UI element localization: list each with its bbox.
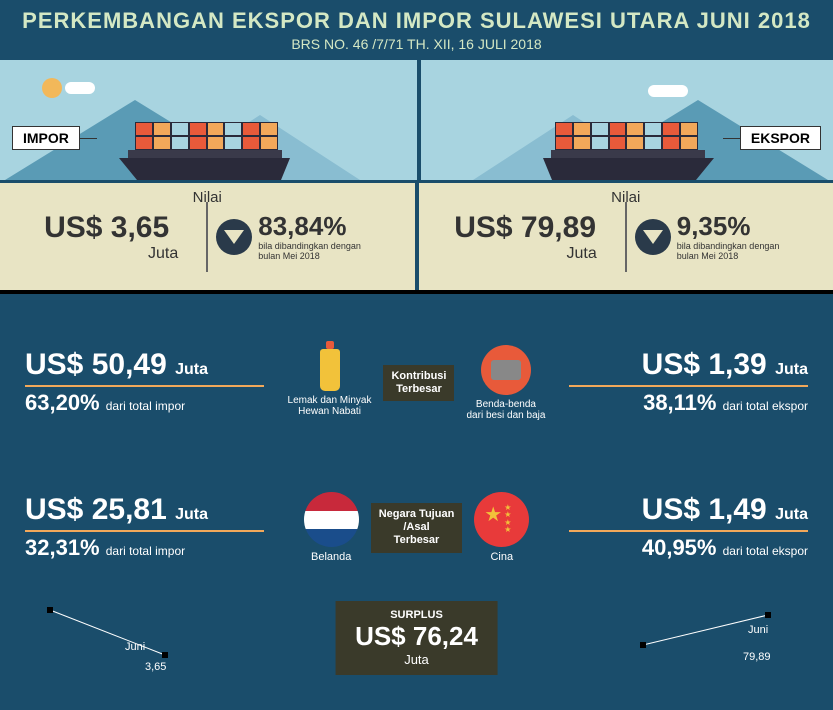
cloud-icon bbox=[648, 85, 688, 97]
import-note2: bulan Mei 2018 bbox=[258, 252, 361, 262]
surplus-label: SURPLUS bbox=[355, 609, 478, 621]
down-arrow-icon bbox=[635, 219, 671, 255]
import-unit: Juta bbox=[15, 245, 178, 263]
surplus-unit: Juta bbox=[355, 652, 478, 667]
contrib-label: KontribusiTerbesar bbox=[383, 365, 454, 401]
export-contrib-stat: US$ 1,39 Juta 38,11% dari total ekspor bbox=[557, 348, 809, 416]
import-contrib-stat: US$ 50,49 Juta 63,20% dari total impor bbox=[25, 348, 277, 416]
svg-text:Juni: Juni bbox=[748, 624, 768, 636]
title: PERKEMBANGAN EKSPOR DAN IMPOR SULAWESI U… bbox=[0, 8, 833, 34]
header: PERKEMBANGAN EKSPOR DAN IMPOR SULAWESI U… bbox=[0, 0, 833, 60]
china-flag-icon: Cina bbox=[474, 492, 529, 563]
export-sparkline: Juni 79,89 bbox=[638, 605, 788, 680]
surplus-box: SURPLUS US$ 76,24 Juta bbox=[335, 601, 498, 675]
subtitle: BRS NO. 46 /7/71 TH. XII, 16 JULI 2018 bbox=[0, 36, 833, 52]
svg-text:Juni: Juni bbox=[125, 641, 145, 653]
nilai-import: Nilai US$ 3,65 Juta 83,84% bila dibandin… bbox=[0, 180, 415, 290]
country-label: Negara Tujuan/AsalTerbesar bbox=[371, 503, 463, 553]
oil-bottle-icon: Lemak dan MinyakHewan Nabati bbox=[288, 349, 372, 417]
export-country-stat: US$ 1,49 Juta 40,95% dari total ekspor bbox=[557, 493, 809, 561]
nilai-label: Nilai bbox=[193, 189, 222, 206]
export-note2: bulan Mei 2018 bbox=[677, 252, 780, 262]
export-pct: 9,35% bbox=[677, 211, 780, 242]
export-tag: EKSPOR bbox=[740, 126, 821, 150]
down-arrow-icon bbox=[216, 219, 252, 255]
export-stats-col: US$ 1,39 Juta 38,11% dari total ekspor U… bbox=[557, 309, 809, 599]
nilai-export: Nilai US$ 79,89 Juta 9,35% bila dibandin… bbox=[415, 180, 833, 290]
nilai-label: Nilai bbox=[611, 189, 640, 206]
import-sparkline: Juni3,65 bbox=[45, 605, 195, 680]
import-amount: US$ 3,65 bbox=[15, 211, 198, 245]
export-ship-icon bbox=[543, 115, 723, 180]
cloud-icon bbox=[65, 82, 95, 94]
sky-scene: IMPOR EKSPOR bbox=[0, 60, 833, 180]
import-ship-icon bbox=[110, 115, 290, 180]
sun-icon bbox=[42, 78, 62, 98]
nilai-row: Nilai US$ 3,65 Juta 83,84% bila dibandin… bbox=[0, 180, 833, 290]
center-column: Lemak dan MinyakHewan Nabati KontribusiT… bbox=[287, 309, 547, 599]
svg-text:3,65: 3,65 bbox=[145, 661, 166, 673]
import-country-stat: US$ 25,81 Juta 32,31% dari total impor bbox=[25, 493, 277, 561]
import-tag: IMPOR bbox=[12, 126, 80, 150]
bottom-section: US$ 50,49 Juta 63,20% dari total impor U… bbox=[0, 290, 833, 700]
svg-text:79,89: 79,89 bbox=[743, 651, 771, 663]
steel-icon: Benda-bendadari besi dan baja bbox=[466, 345, 545, 421]
netherlands-flag-icon: Belanda bbox=[304, 492, 359, 563]
export-amount: US$ 79,89 bbox=[434, 211, 617, 245]
export-unit: Juta bbox=[434, 245, 597, 263]
import-pct: 83,84% bbox=[258, 211, 361, 242]
import-stats-col: US$ 50,49 Juta 63,20% dari total impor U… bbox=[25, 309, 277, 599]
surplus-amount: US$ 76,24 bbox=[355, 621, 478, 652]
